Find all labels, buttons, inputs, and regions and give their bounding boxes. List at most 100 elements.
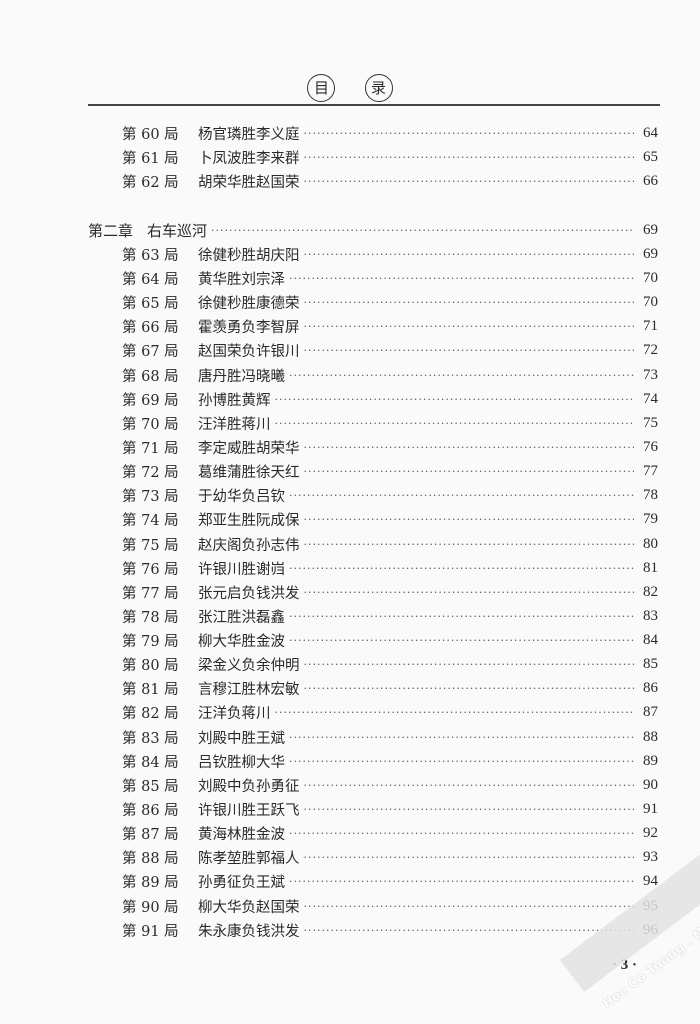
entry-label: 第 71 局 [122, 440, 179, 457]
toc-entry[interactable]: 第 63 局 徐健秒胜胡庆阳 69 [88, 242, 658, 266]
header-char-lu: 录 [364, 74, 393, 102]
toc-entry[interactable]: 第 80 局 梁金义负余仲明 85 [88, 653, 658, 677]
entry-title: 汪洋胜蒋川 [198, 416, 271, 433]
entry-page: 84 [643, 632, 658, 649]
dot-leader [304, 586, 635, 599]
toc-entry[interactable]: 第 85 局 刘殿中负孙勇征 90 [88, 773, 658, 797]
dot-leader [304, 441, 635, 454]
entry-page: 75 [643, 414, 658, 431]
entry-label: 第 76 局 [122, 561, 179, 578]
entry-label: 第 63 局 [122, 247, 179, 264]
toc-entry[interactable]: 第 67 局 赵国荣负许银川 72 [88, 339, 658, 363]
toc-entry[interactable]: 第 65 局 徐健秒胜康德荣 70 [88, 291, 658, 315]
entry-title: 杨官璘胜李义庭 [198, 126, 300, 143]
dot-leader [304, 127, 635, 140]
toc-entry[interactable]: 第 79 局 柳大华胜金波 84 [88, 629, 658, 653]
dot-leader [304, 924, 635, 937]
toc-entry[interactable]: 第 90 局柳大华负赵国荣95 [88, 894, 658, 918]
entry-page: 89 [643, 752, 658, 769]
entry-page: 64 [643, 124, 658, 141]
entry-label: 第 69 局 [122, 392, 179, 409]
dot-leader [275, 393, 635, 406]
toc-entry[interactable]: 第 89 局 孙勇征负王斌 94 [88, 870, 658, 894]
entry-label: 第 74 局 [122, 513, 179, 530]
entry-title: 赵庆阁负孙志伟 [198, 537, 300, 554]
entry-label: 第 68 局 [122, 368, 179, 385]
entry-label: 第 85 局 [122, 778, 179, 795]
entry-label: 第 91 局 [122, 923, 179, 940]
toc-entry[interactable]: 第 62 局 胡荣华胜赵国荣 66 [88, 169, 658, 193]
toc-entry[interactable]: 第 77 局 张元启负钱洪发 82 [88, 580, 658, 604]
entry-page: 90 [643, 776, 658, 793]
entry-title: 许银川胜王跃飞 [198, 803, 300, 820]
entry-label: 第 64 局 [122, 271, 179, 288]
entry-page: 77 [643, 463, 658, 480]
entry-label: 第 79 局 [122, 634, 179, 651]
entry-title: 张江胜洪磊鑫 [198, 609, 285, 626]
toc-entry[interactable]: 第 82 局 汪洋负蒋川 87 [88, 701, 658, 725]
entry-title: 李定威胜胡荣华 [198, 440, 300, 457]
toc-entry[interactable]: 第 84 局 吕钦胜柳大华 89 [88, 749, 658, 773]
toc-entry[interactable]: 第 68 局 唐丹胜冯晓曦 73 [88, 363, 658, 387]
entry-page: 74 [643, 390, 658, 407]
entry-label: 第 62 局 [122, 174, 179, 191]
dot-leader [304, 851, 635, 864]
toc-entry[interactable]: 第 64 局 黄华胜刘宗泽 70 [88, 266, 658, 290]
entry-title: 柳大华负赵国荣 [198, 899, 300, 916]
toc-entry[interactable]: 第 72 局 葛维蒲胜徐天红 77 [88, 460, 658, 484]
entry-page: 69 [643, 245, 658, 262]
entry-page: 94 [643, 873, 658, 890]
entry-title: 赵国荣负许银川 [198, 344, 300, 361]
dot-leader [304, 320, 635, 333]
dot-leader [289, 489, 634, 502]
dot-leader [304, 682, 635, 695]
toc-entry[interactable]: 第 87 局 黄海林胜金波 92 [88, 822, 658, 846]
entry-label: 第 81 局 [122, 682, 179, 699]
entry-title: 朱永康负钱洪发 [198, 923, 300, 940]
toc-entry[interactable]: 第 76 局 许银川胜谢岿 81 [88, 556, 658, 580]
dot-leader [211, 224, 634, 237]
entry-label: 第 80 局 [122, 658, 179, 675]
toc-entry[interactable]: 第 88 局 陈孝堃胜郭福人 93 [88, 846, 658, 870]
toc-entry[interactable]: 第 73 局 于幼华负吕钦 78 [88, 484, 658, 508]
toc-entry[interactable]: 第 86 局 许银川胜王跃飞 91 [88, 797, 658, 821]
dot-leader [304, 175, 635, 188]
dot-leader [304, 900, 635, 913]
entry-page: 93 [643, 849, 658, 866]
entry-label: 第 86 局 [122, 803, 179, 820]
entry-label: 第 75 局 [122, 537, 179, 554]
entry-title: 霍羡勇负李智屏 [198, 320, 300, 337]
toc-entry[interactable]: 第 91 局朱永康负钱洪发96 [88, 918, 658, 942]
toc-entry[interactable]: 第 69 局 孙博胜黄辉 74 [88, 387, 658, 411]
entry-page: 83 [643, 607, 658, 624]
entry-page: 66 [643, 172, 658, 189]
entry-title: 于幼华负吕钦 [198, 489, 285, 506]
entry-title: 郑亚生胜阮成保 [198, 513, 300, 530]
toc-entry[interactable]: 第 70 局 汪洋胜蒋川 75 [88, 411, 658, 435]
entry-page: 81 [643, 559, 658, 576]
toc-entry[interactable]: 第 81 局 言穆江胜林宏敏 86 [88, 677, 658, 701]
toc-entry[interactable]: 第 66 局 霍羡勇负李智屏 71 [88, 315, 658, 339]
entry-label: 第 82 局 [122, 706, 179, 723]
toc-entry[interactable]: 第 74 局 郑亚生胜阮成保 79 [88, 508, 658, 532]
entry-title: 右车巡河 [147, 221, 208, 240]
dot-leader [304, 248, 635, 261]
toc-entry[interactable]: 第 83 局 刘殿中胜王斌 88 [88, 725, 658, 749]
page-header: 目 录 [0, 74, 700, 102]
toc-entry[interactable]: 第 61 局 卜凤波胜李来群 65 [88, 145, 658, 169]
entry-title: 刘殿中胜王斌 [198, 730, 285, 747]
dot-leader [289, 634, 634, 647]
entry-label: 第 87 局 [122, 827, 179, 844]
dot-leader [304, 344, 635, 357]
entry-title: 孙勇征负王斌 [198, 875, 285, 892]
toc-entry[interactable]: 第 60 局 杨官璘胜李义庭 64 [88, 121, 658, 145]
entry-page: 73 [643, 366, 658, 383]
entry-title: 徐健秒胜康德荣 [198, 296, 300, 313]
entry-title: 胡荣华胜赵国荣 [198, 174, 300, 191]
toc-entry[interactable]: 第 75 局 赵庆阁负孙志伟 80 [88, 532, 658, 556]
entry-page: 79 [643, 511, 658, 528]
toc-entry[interactable]: 第 78 局 张江胜洪磊鑫 83 [88, 604, 658, 628]
entry-page: 65 [643, 148, 658, 165]
toc-entry[interactable]: 第 71 局 李定威胜胡荣华 76 [88, 435, 658, 459]
